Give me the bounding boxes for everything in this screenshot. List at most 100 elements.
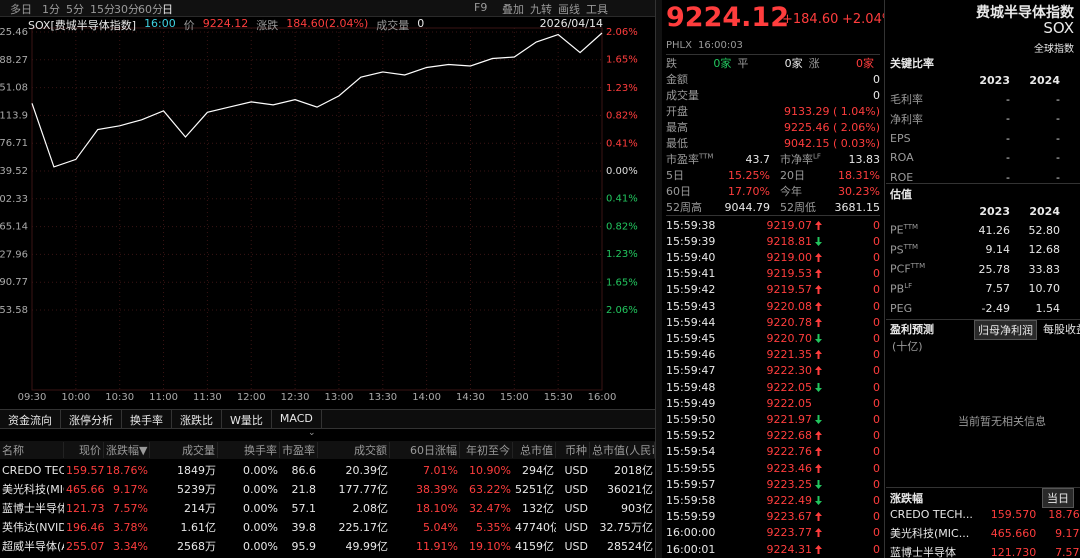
down-arrow [814,414,822,424]
chart-time: 16:00 [144,17,176,30]
toolbar-button[interactable]: 叠加 [502,3,524,16]
table-cell: 465.660 [66,482,104,496]
ratio-label-text: PCF [890,262,911,276]
chart-header: SOX[费城半导体指数] 16:00 价 9224.12 涨跌 184.60(2.04%)… [28,17,603,31]
tick-volume: 0 [873,526,880,540]
table-cell: 9.17% [113,482,148,496]
chart-price: 9224.12 [202,17,249,30]
breadth-value: 0家 [855,57,874,70]
arrow-shape [814,431,822,441]
stat-label-text: 今年 [780,185,802,198]
stat-pair-row: 市盈率TTM 43.7 市净率LF 13.83 [666,151,880,167]
tick-volume: 0 [873,493,880,507]
tick-price: 9222.76 [766,445,813,459]
table-cell: 255.070 [66,539,104,553]
stat-value: 3681.15 [834,200,881,214]
chart-symbol: SOX[费城半导体指数] [28,19,137,31]
tick-time: 15:59:52 [666,429,716,443]
stat-label: 20日 [780,167,824,183]
breadth-value: 0家 [784,57,803,70]
movers-tab[interactable]: 当日 [1042,488,1074,508]
y-tick-label: 8890.77 [0,277,28,288]
indicator-tab[interactable]: MACD [272,410,322,428]
tick-row: 15:59:40 9219.00 0 [666,249,880,265]
forecast-tab[interactable]: 每股收益 [1043,323,1080,336]
index-code: SOX [1043,19,1074,37]
column-header[interactable]: 换手率 [218,442,280,458]
toolbar-button[interactable]: 画线 [558,3,580,16]
column-header[interactable]: 现价 [64,442,104,458]
mover-row[interactable]: 美光科技(MIC... 465.660 9.17% [890,525,1080,541]
indicator-tab[interactable]: 换手率 [122,410,172,428]
table-row[interactable]: 英伟达(NVIDIA)196.460 3.78% 1.61亿 0.00% 39.8 225… [0,518,655,536]
ratio-value: 9.14 [985,243,1011,256]
column-header[interactable]: 涨跌幅▼ [104,442,150,458]
column-header[interactable]: 年初至今 [460,442,513,458]
table-cell: 0.00% [243,463,278,477]
table-cell: 39.8 [291,520,317,534]
toolbar-button[interactable]: 工具 [586,3,608,16]
stat-label-sup: TTM [699,152,714,161]
collapse-icon[interactable]: ⌄ [308,428,316,438]
column-header[interactable]: 币种 [556,442,590,458]
toolbar-button[interactable]: 60分 [138,3,163,16]
ratio-label-text: PB [890,282,905,296]
ratio-label: ROA [890,151,960,164]
ratio-row: PETTM 41.26 52.80 [890,222,1080,238]
column-header[interactable]: 总市值 [513,442,556,458]
year: 2025 [1060,205,1080,218]
table-cell: 5239万 [177,483,216,496]
mover-row[interactable]: CREDO TECH... 159.570 18.76% [890,506,1080,522]
table-row[interactable]: 超威半导体(AMD)255.070 3.34% 2568万 0.00% 95.9 49.9… [0,537,655,555]
stat-value: 30.23% [838,184,880,198]
table-cell: 47740亿 [515,521,556,534]
table-cell: 2568万 [177,540,216,553]
tick-volume: 0 [873,250,880,264]
indicator-tab[interactable]: 资金流向 [0,410,61,428]
chart-volume: 0 [417,17,425,30]
toolbar-button[interactable]: 15分 [90,3,115,16]
table-cell: 38.39% [416,482,458,496]
ratio-label: ROE [890,171,960,184]
column-header[interactable]: 市盈率 [280,442,318,458]
column-header[interactable]: 名称 [0,442,64,458]
toolbar-button[interactable]: 日 [162,3,173,16]
indicator-tab[interactable]: 涨停分析 [61,410,122,428]
separator [666,215,880,216]
tick-time: 15:59:45 [666,331,716,345]
table-cell: 32.75万亿 [599,521,654,534]
table-cell: 132亿 [522,502,554,515]
ratio-value: - [1056,170,1060,184]
indicator-tab[interactable]: W量比 [222,410,272,428]
toolbar-button[interactable]: F9 [474,1,488,14]
forecast-tab[interactable]: 归母净利润 [974,320,1037,340]
mover-row[interactable]: 蓝博士半导体 121.730 7.57% [890,544,1080,558]
y-tick-label: 9002.33 [0,194,28,205]
tick-volume: 0 [873,218,880,232]
ratio-row: ROA - - [890,150,1080,166]
column-header[interactable]: 成交量 [150,442,218,458]
x-tick-label: 10:00 [61,392,90,403]
exchange: PHLX [666,40,692,51]
column-header[interactable]: 总市值(人民币) [590,442,655,458]
toolbar-button[interactable]: 九转 [530,3,552,16]
indicator-tab[interactable]: 涨跌比 [172,410,222,428]
stat-label: 今年 [780,183,824,199]
stat-label: 开盘 [666,105,688,118]
down-arrow [814,333,822,343]
y-tick-label: 9039.52 [0,166,28,177]
toolbar-button[interactable]: 多日 [10,3,32,16]
column-header[interactable]: 成交额 [318,442,390,458]
y-tick-label: 8965.14 [0,222,28,233]
tick-row: 15:59:54 9222.76 0 [666,444,880,460]
column-header[interactable]: 60日涨幅 [390,442,460,458]
table-row[interactable]: 美光科技(MIC...465.660 9.17% 5239万 0.00% 21.8 177… [0,480,655,498]
arrow-shape [814,350,822,360]
toolbar-button[interactable]: 5分 [66,3,84,16]
toolbar-button[interactable]: 1分 [42,3,60,16]
ratio-value: - [1056,112,1060,125]
y-tick-label: 9151.08 [0,83,28,94]
toolbar-button[interactable]: 30分 [114,3,139,16]
